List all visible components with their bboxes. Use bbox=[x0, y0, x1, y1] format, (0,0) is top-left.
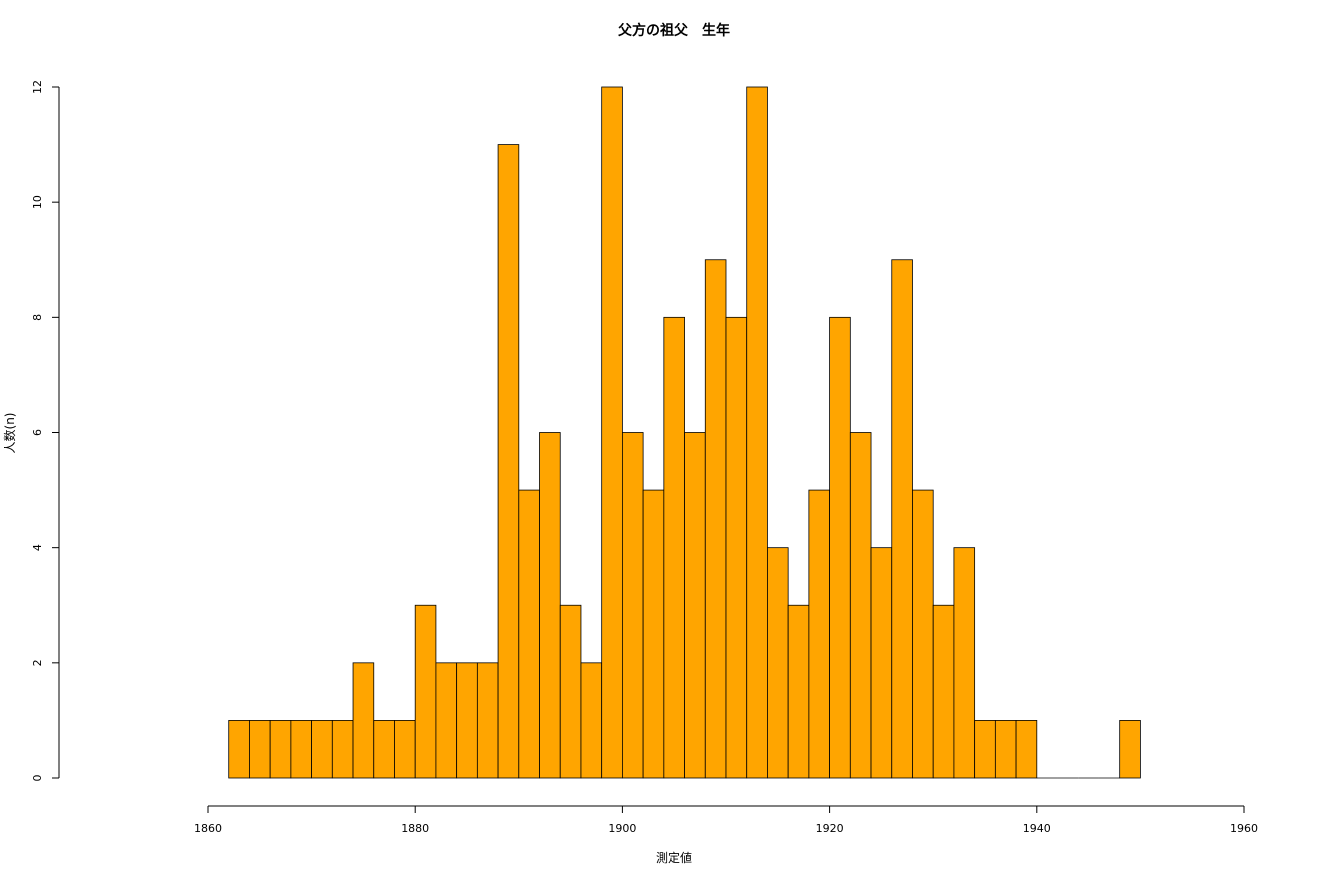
histogram-bar bbox=[974, 720, 996, 779]
x-tick-label: 1960 bbox=[1230, 822, 1258, 835]
chart-title: 父方の祖父 生年 bbox=[617, 22, 730, 39]
histogram-bar bbox=[808, 489, 831, 779]
histogram-bar bbox=[787, 604, 810, 779]
histogram-bar bbox=[497, 144, 520, 779]
histogram-bar bbox=[414, 604, 437, 779]
histogram-bar bbox=[228, 720, 250, 779]
histogram-bar bbox=[435, 662, 458, 779]
histogram-bar bbox=[932, 604, 955, 779]
histogram-bar bbox=[290, 720, 313, 779]
histogram-bar bbox=[891, 259, 913, 779]
y-axis-label: 人数(n) bbox=[2, 413, 17, 454]
histogram-bar bbox=[476, 662, 499, 779]
histogram-bar bbox=[870, 547, 893, 779]
histogram-bar bbox=[953, 547, 976, 779]
x-axis: 1860 1880 1900 1920 1940 1960 bbox=[194, 805, 1258, 835]
x-axis-label: 測定値 bbox=[656, 850, 692, 865]
histogram-bar bbox=[684, 432, 706, 779]
histogram-bar bbox=[1015, 720, 1038, 779]
histogram-bar bbox=[912, 489, 934, 779]
x-tick-label: 1900 bbox=[608, 822, 636, 835]
y-tick-label: 4 bbox=[31, 544, 44, 551]
y-tick-label: 2 bbox=[31, 659, 44, 666]
histogram-bar bbox=[311, 720, 333, 779]
x-tick-label: 1940 bbox=[1023, 822, 1051, 835]
histogram-bar bbox=[518, 489, 540, 779]
histogram-bar bbox=[746, 86, 768, 779]
y-tick-label: 6 bbox=[31, 429, 44, 436]
histogram-bar bbox=[269, 720, 292, 779]
histogram-bar bbox=[601, 86, 623, 779]
histogram-bar bbox=[373, 720, 395, 779]
histogram-bar bbox=[1119, 720, 1141, 779]
bars-group bbox=[228, 86, 1141, 779]
histogram-bar bbox=[663, 316, 685, 779]
y-tick-label: 10 bbox=[31, 195, 44, 209]
histogram-bar bbox=[249, 720, 271, 779]
histogram-bar bbox=[994, 720, 1017, 779]
histogram-bar bbox=[456, 662, 478, 779]
histogram-bar bbox=[704, 259, 727, 779]
histogram-bar bbox=[767, 547, 789, 779]
x-tick-label: 1920 bbox=[816, 822, 844, 835]
histogram-bar bbox=[642, 489, 665, 779]
histogram-bar bbox=[580, 662, 603, 779]
histogram-bar bbox=[559, 604, 582, 779]
y-tick-label: 12 bbox=[31, 80, 44, 94]
histogram-bar bbox=[849, 432, 872, 779]
x-tick-label: 1860 bbox=[194, 822, 222, 835]
histogram-bar bbox=[331, 720, 354, 779]
x-tick-label: 1880 bbox=[401, 822, 429, 835]
y-tick-label: 8 bbox=[31, 314, 44, 321]
histogram-bar bbox=[829, 316, 851, 779]
histogram-bar bbox=[622, 432, 644, 779]
histogram-bar bbox=[394, 720, 416, 779]
histogram-bar bbox=[352, 662, 375, 779]
y-tick-label: 0 bbox=[31, 775, 44, 782]
histogram-bar bbox=[725, 316, 748, 779]
histogram-bar bbox=[539, 432, 561, 779]
y-axis: 0 2 4 6 8 10 12 bbox=[31, 80, 60, 782]
